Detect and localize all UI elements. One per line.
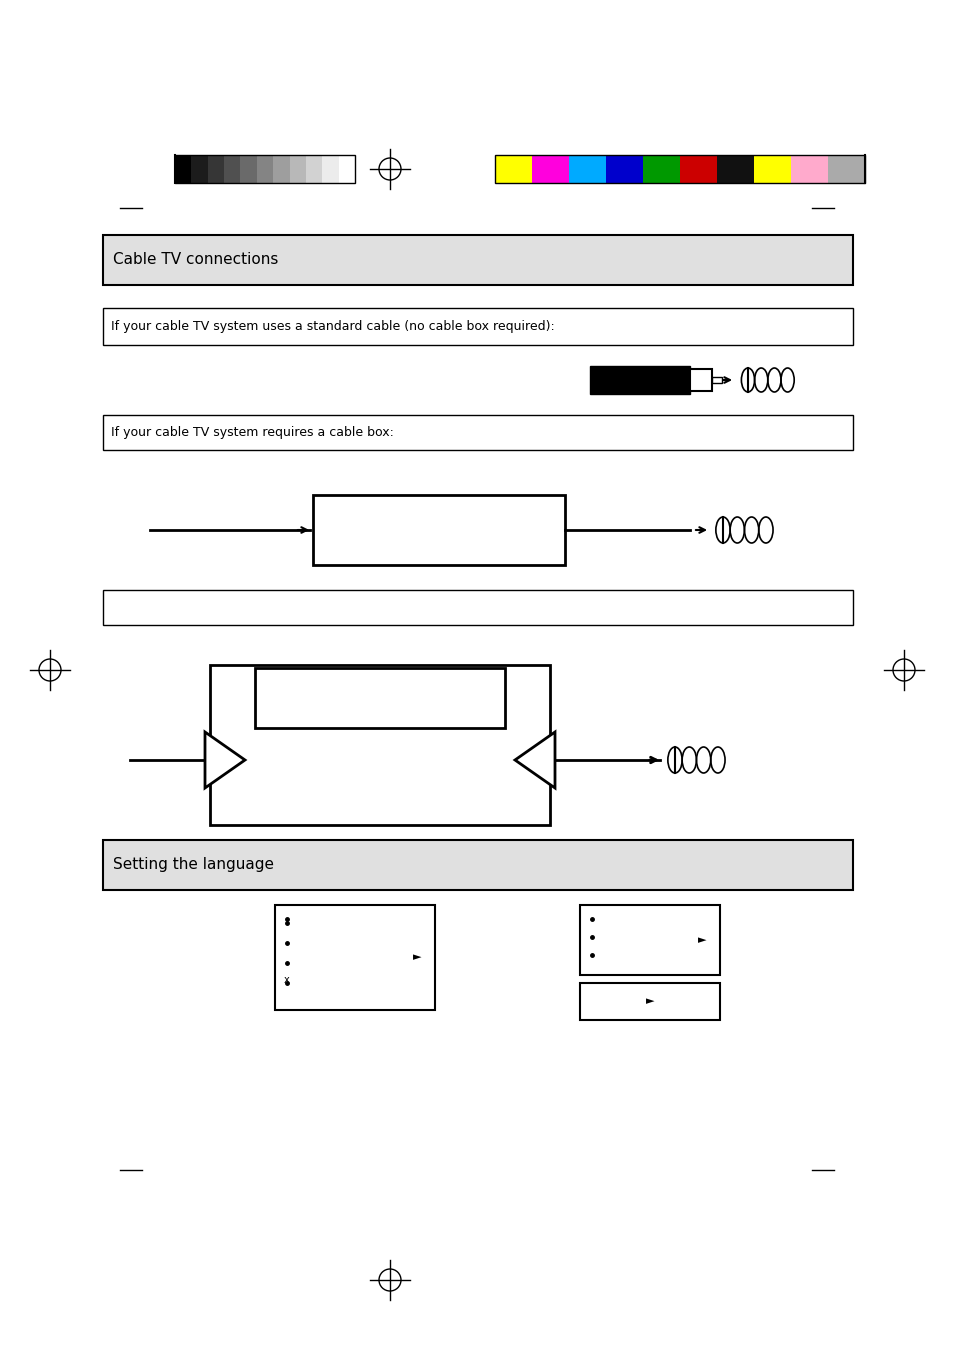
Bar: [256, 155, 273, 182]
Bar: [711, 377, 721, 382]
Text: ►: ►: [697, 935, 705, 944]
Bar: [717, 155, 753, 182]
Bar: [579, 905, 720, 975]
Bar: [208, 155, 224, 182]
Bar: [338, 155, 355, 182]
Bar: [568, 155, 605, 182]
Bar: [174, 155, 355, 182]
Bar: [579, 984, 720, 1020]
Bar: [306, 155, 322, 182]
Bar: [254, 667, 504, 728]
Bar: [642, 155, 679, 182]
Text: Setting the language: Setting the language: [112, 858, 274, 873]
Bar: [605, 155, 642, 182]
Bar: [495, 155, 532, 182]
Bar: [290, 155, 306, 182]
Bar: [103, 235, 852, 285]
Bar: [689, 369, 711, 390]
Bar: [103, 840, 852, 890]
Bar: [224, 155, 240, 182]
Text: x: x: [284, 975, 290, 985]
Bar: [103, 590, 852, 626]
Bar: [322, 155, 338, 182]
Bar: [210, 665, 550, 825]
Bar: [589, 366, 689, 394]
Bar: [240, 155, 256, 182]
Polygon shape: [515, 732, 555, 788]
Bar: [273, 155, 290, 182]
Text: If your cable TV system uses a standard cable (no cable box required):: If your cable TV system uses a standard …: [111, 320, 554, 332]
Polygon shape: [205, 732, 245, 788]
Bar: [827, 155, 864, 182]
Bar: [753, 155, 790, 182]
Text: Cable TV connections: Cable TV connections: [112, 253, 278, 267]
Bar: [790, 155, 827, 182]
Bar: [103, 308, 852, 345]
Text: ►: ►: [645, 997, 654, 1006]
Bar: [495, 155, 864, 182]
Bar: [679, 155, 717, 182]
Bar: [103, 415, 852, 450]
Bar: [274, 905, 435, 1011]
Bar: [313, 494, 564, 565]
Bar: [532, 155, 568, 182]
Text: ►: ►: [413, 952, 421, 962]
Bar: [174, 155, 192, 182]
Text: If your cable TV system requires a cable box:: If your cable TV system requires a cable…: [111, 426, 394, 439]
Bar: [192, 155, 208, 182]
